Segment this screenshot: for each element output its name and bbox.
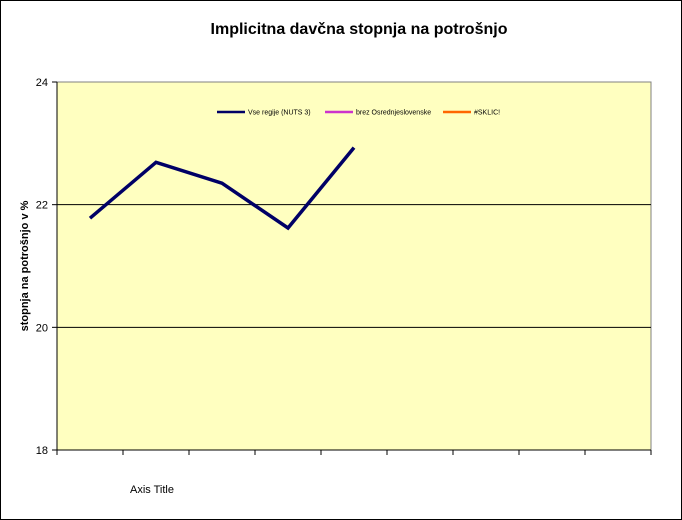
legend-entry-2: #SKLIC! [474, 110, 500, 117]
legend-entry-1: brez Osrednjeslovenske [356, 110, 431, 117]
grid-lines [57, 204, 651, 328]
chart-title: Implicitna davčna stopnja na potrošnjo [211, 21, 508, 38]
legend-entry-0: Vse regije (NUTS 3) [248, 110, 311, 117]
series-lines [88, 146, 356, 231]
y-axis-label: stopnja na potrošnjo v % [19, 200, 31, 331]
series-line-0 [88, 146, 356, 231]
y-tick-label: 18 [36, 445, 48, 457]
y-tick-label: 20 [36, 322, 48, 334]
axes [52, 81, 652, 455]
plot-area [56, 81, 652, 451]
x-axis-label: Axis Title [130, 484, 174, 496]
legend: Vse regije (NUTS 3) brez Osrednjeslovensk… [217, 110, 500, 117]
y-tick-label: 22 [36, 200, 48, 212]
y-tick-labels: 18 20 22 24 [36, 77, 48, 457]
y-tick-label: 24 [36, 77, 48, 89]
